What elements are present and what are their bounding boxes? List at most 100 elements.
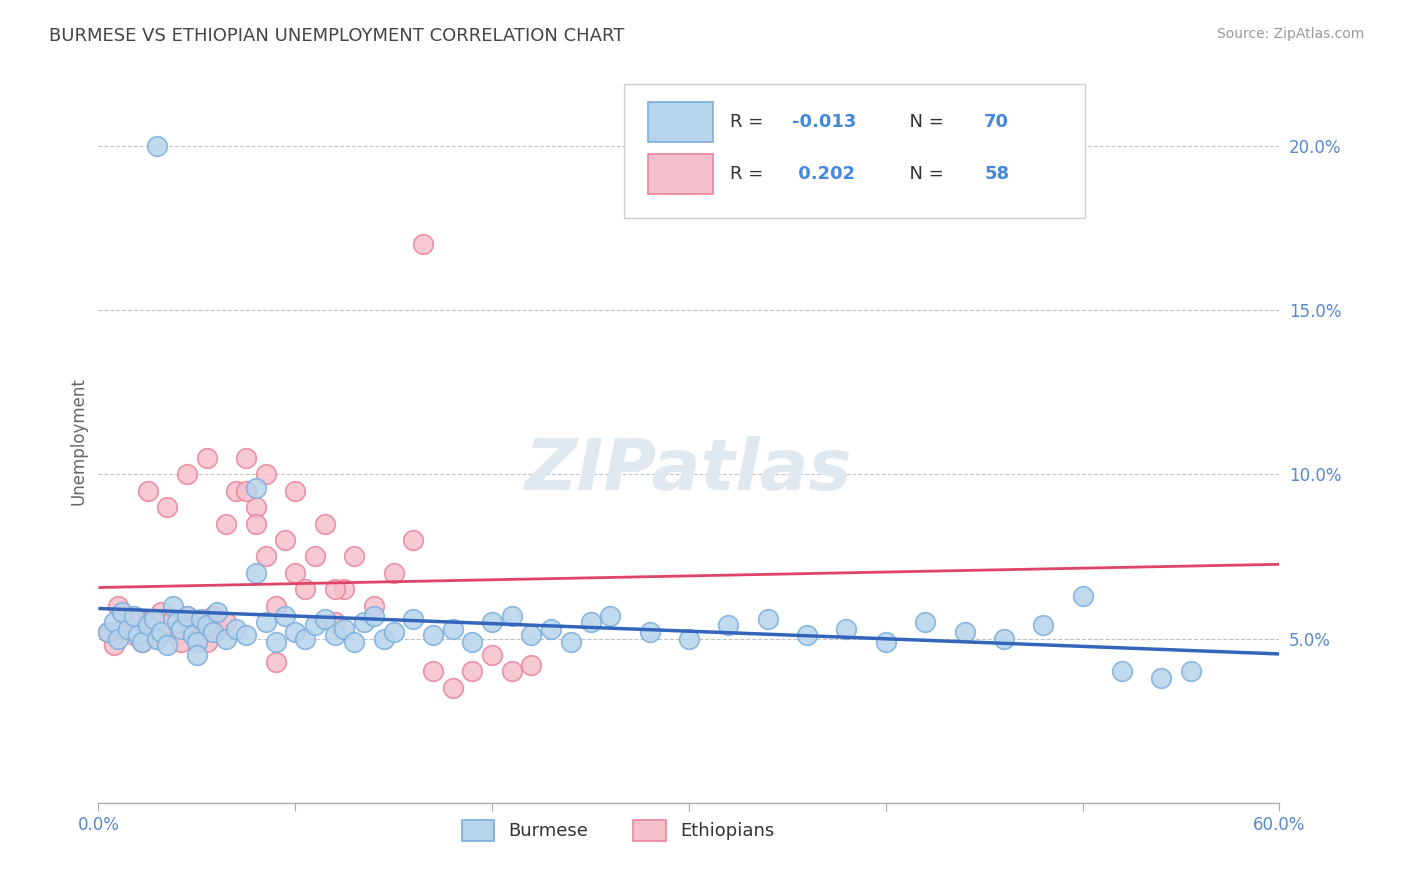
- Point: [579, 615, 602, 630]
- Point: [501, 608, 523, 623]
- Point: [162, 612, 184, 626]
- Point: [245, 516, 267, 531]
- Point: [195, 635, 218, 649]
- Point: [314, 612, 336, 626]
- Point: [146, 632, 169, 646]
- Point: [520, 628, 543, 642]
- Point: [146, 139, 169, 153]
- Point: [146, 632, 169, 646]
- Point: [150, 605, 173, 619]
- Point: [284, 483, 307, 498]
- Point: [215, 516, 238, 531]
- Point: [107, 632, 129, 646]
- Point: [111, 605, 134, 619]
- Point: [304, 618, 326, 632]
- Point: [914, 615, 936, 630]
- Point: [412, 237, 434, 252]
- Text: BURMESE VS ETHIOPIAN UNEMPLOYMENT CORRELATION CHART: BURMESE VS ETHIOPIAN UNEMPLOYMENT CORREL…: [49, 27, 624, 45]
- Point: [136, 618, 159, 632]
- Text: 58: 58: [984, 165, 1010, 183]
- Point: [402, 612, 425, 626]
- Point: [254, 467, 277, 482]
- Point: [284, 566, 307, 580]
- Point: [117, 622, 139, 636]
- Point: [796, 628, 818, 642]
- Point: [176, 608, 198, 623]
- Point: [382, 566, 405, 580]
- Point: [520, 657, 543, 672]
- Legend: Burmese, Ethiopians: Burmese, Ethiopians: [454, 813, 782, 848]
- Point: [264, 655, 287, 669]
- Point: [264, 599, 287, 613]
- Point: [205, 622, 228, 636]
- Point: [1150, 671, 1173, 685]
- Point: [235, 450, 257, 465]
- Point: [136, 615, 159, 630]
- Text: 70: 70: [984, 113, 1010, 131]
- Point: [678, 632, 700, 646]
- Point: [156, 500, 179, 515]
- Point: [215, 632, 238, 646]
- Bar: [648, 103, 713, 142]
- Point: [875, 635, 897, 649]
- Point: [343, 549, 366, 564]
- Point: [599, 608, 621, 623]
- Point: [953, 625, 976, 640]
- Point: [122, 608, 145, 623]
- Point: [225, 483, 247, 498]
- Point: [422, 628, 444, 642]
- Point: [343, 635, 366, 649]
- Point: [717, 618, 740, 632]
- Point: [422, 665, 444, 679]
- Point: [461, 635, 484, 649]
- FancyBboxPatch shape: [624, 84, 1084, 218]
- Point: [127, 628, 149, 642]
- Point: [186, 615, 208, 630]
- Bar: [648, 154, 713, 194]
- Point: [195, 618, 218, 632]
- Point: [205, 605, 228, 619]
- Point: [170, 622, 193, 636]
- Point: [294, 632, 316, 646]
- Point: [235, 628, 257, 642]
- Point: [993, 632, 1015, 646]
- Point: [166, 615, 188, 630]
- Point: [245, 566, 267, 580]
- Text: Source: ZipAtlas.com: Source: ZipAtlas.com: [1216, 27, 1364, 41]
- Point: [136, 483, 159, 498]
- Point: [353, 615, 375, 630]
- Point: [481, 648, 503, 662]
- Point: [254, 615, 277, 630]
- Point: [181, 628, 204, 642]
- Point: [1071, 589, 1094, 603]
- Point: [245, 481, 267, 495]
- Point: [1032, 618, 1054, 632]
- Point: [274, 533, 297, 547]
- Point: [103, 638, 125, 652]
- Point: [441, 622, 464, 636]
- Point: [638, 625, 661, 640]
- Point: [186, 648, 208, 662]
- Point: [103, 615, 125, 630]
- Point: [363, 599, 385, 613]
- Point: [156, 638, 179, 652]
- Point: [333, 622, 356, 636]
- Text: R =: R =: [730, 113, 769, 131]
- Point: [461, 665, 484, 679]
- Point: [363, 608, 385, 623]
- Point: [97, 625, 120, 640]
- Point: [756, 612, 779, 626]
- Point: [201, 608, 224, 623]
- Point: [190, 612, 212, 626]
- Point: [142, 622, 165, 636]
- Point: [323, 628, 346, 642]
- Point: [284, 625, 307, 640]
- Point: [245, 500, 267, 515]
- Point: [166, 628, 188, 642]
- Point: [314, 516, 336, 531]
- Point: [111, 622, 134, 636]
- Point: [190, 628, 212, 642]
- Point: [560, 635, 582, 649]
- Point: [274, 608, 297, 623]
- Text: R =: R =: [730, 165, 769, 183]
